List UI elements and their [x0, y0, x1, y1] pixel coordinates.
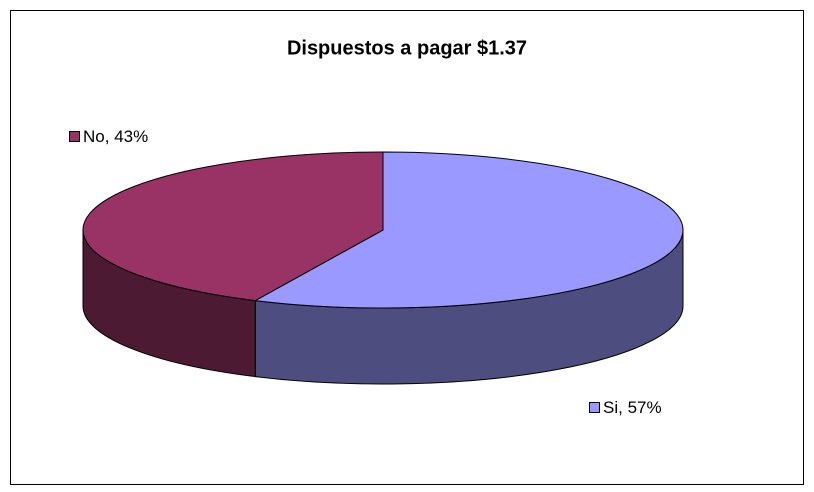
data-label: No, 43%: [83, 127, 148, 146]
data-label: Si, 57%: [603, 398, 662, 417]
label-category: Si: [603, 398, 618, 417]
labels: Si, 57% No, 43%: [69, 127, 662, 417]
chart-title: Dispuestos a pagar $1.37: [287, 37, 527, 59]
label-separator: ,: [618, 398, 627, 417]
label-value: 57%: [628, 398, 662, 417]
label-category: No: [83, 127, 105, 146]
label-value: 43%: [114, 127, 148, 146]
pie: [82, 151, 684, 385]
label-swatch: [589, 402, 600, 413]
pie-slice: [82, 151, 384, 302]
label-swatch: [69, 131, 80, 142]
pie-slice: [253, 151, 684, 309]
label-separator: ,: [105, 127, 114, 146]
